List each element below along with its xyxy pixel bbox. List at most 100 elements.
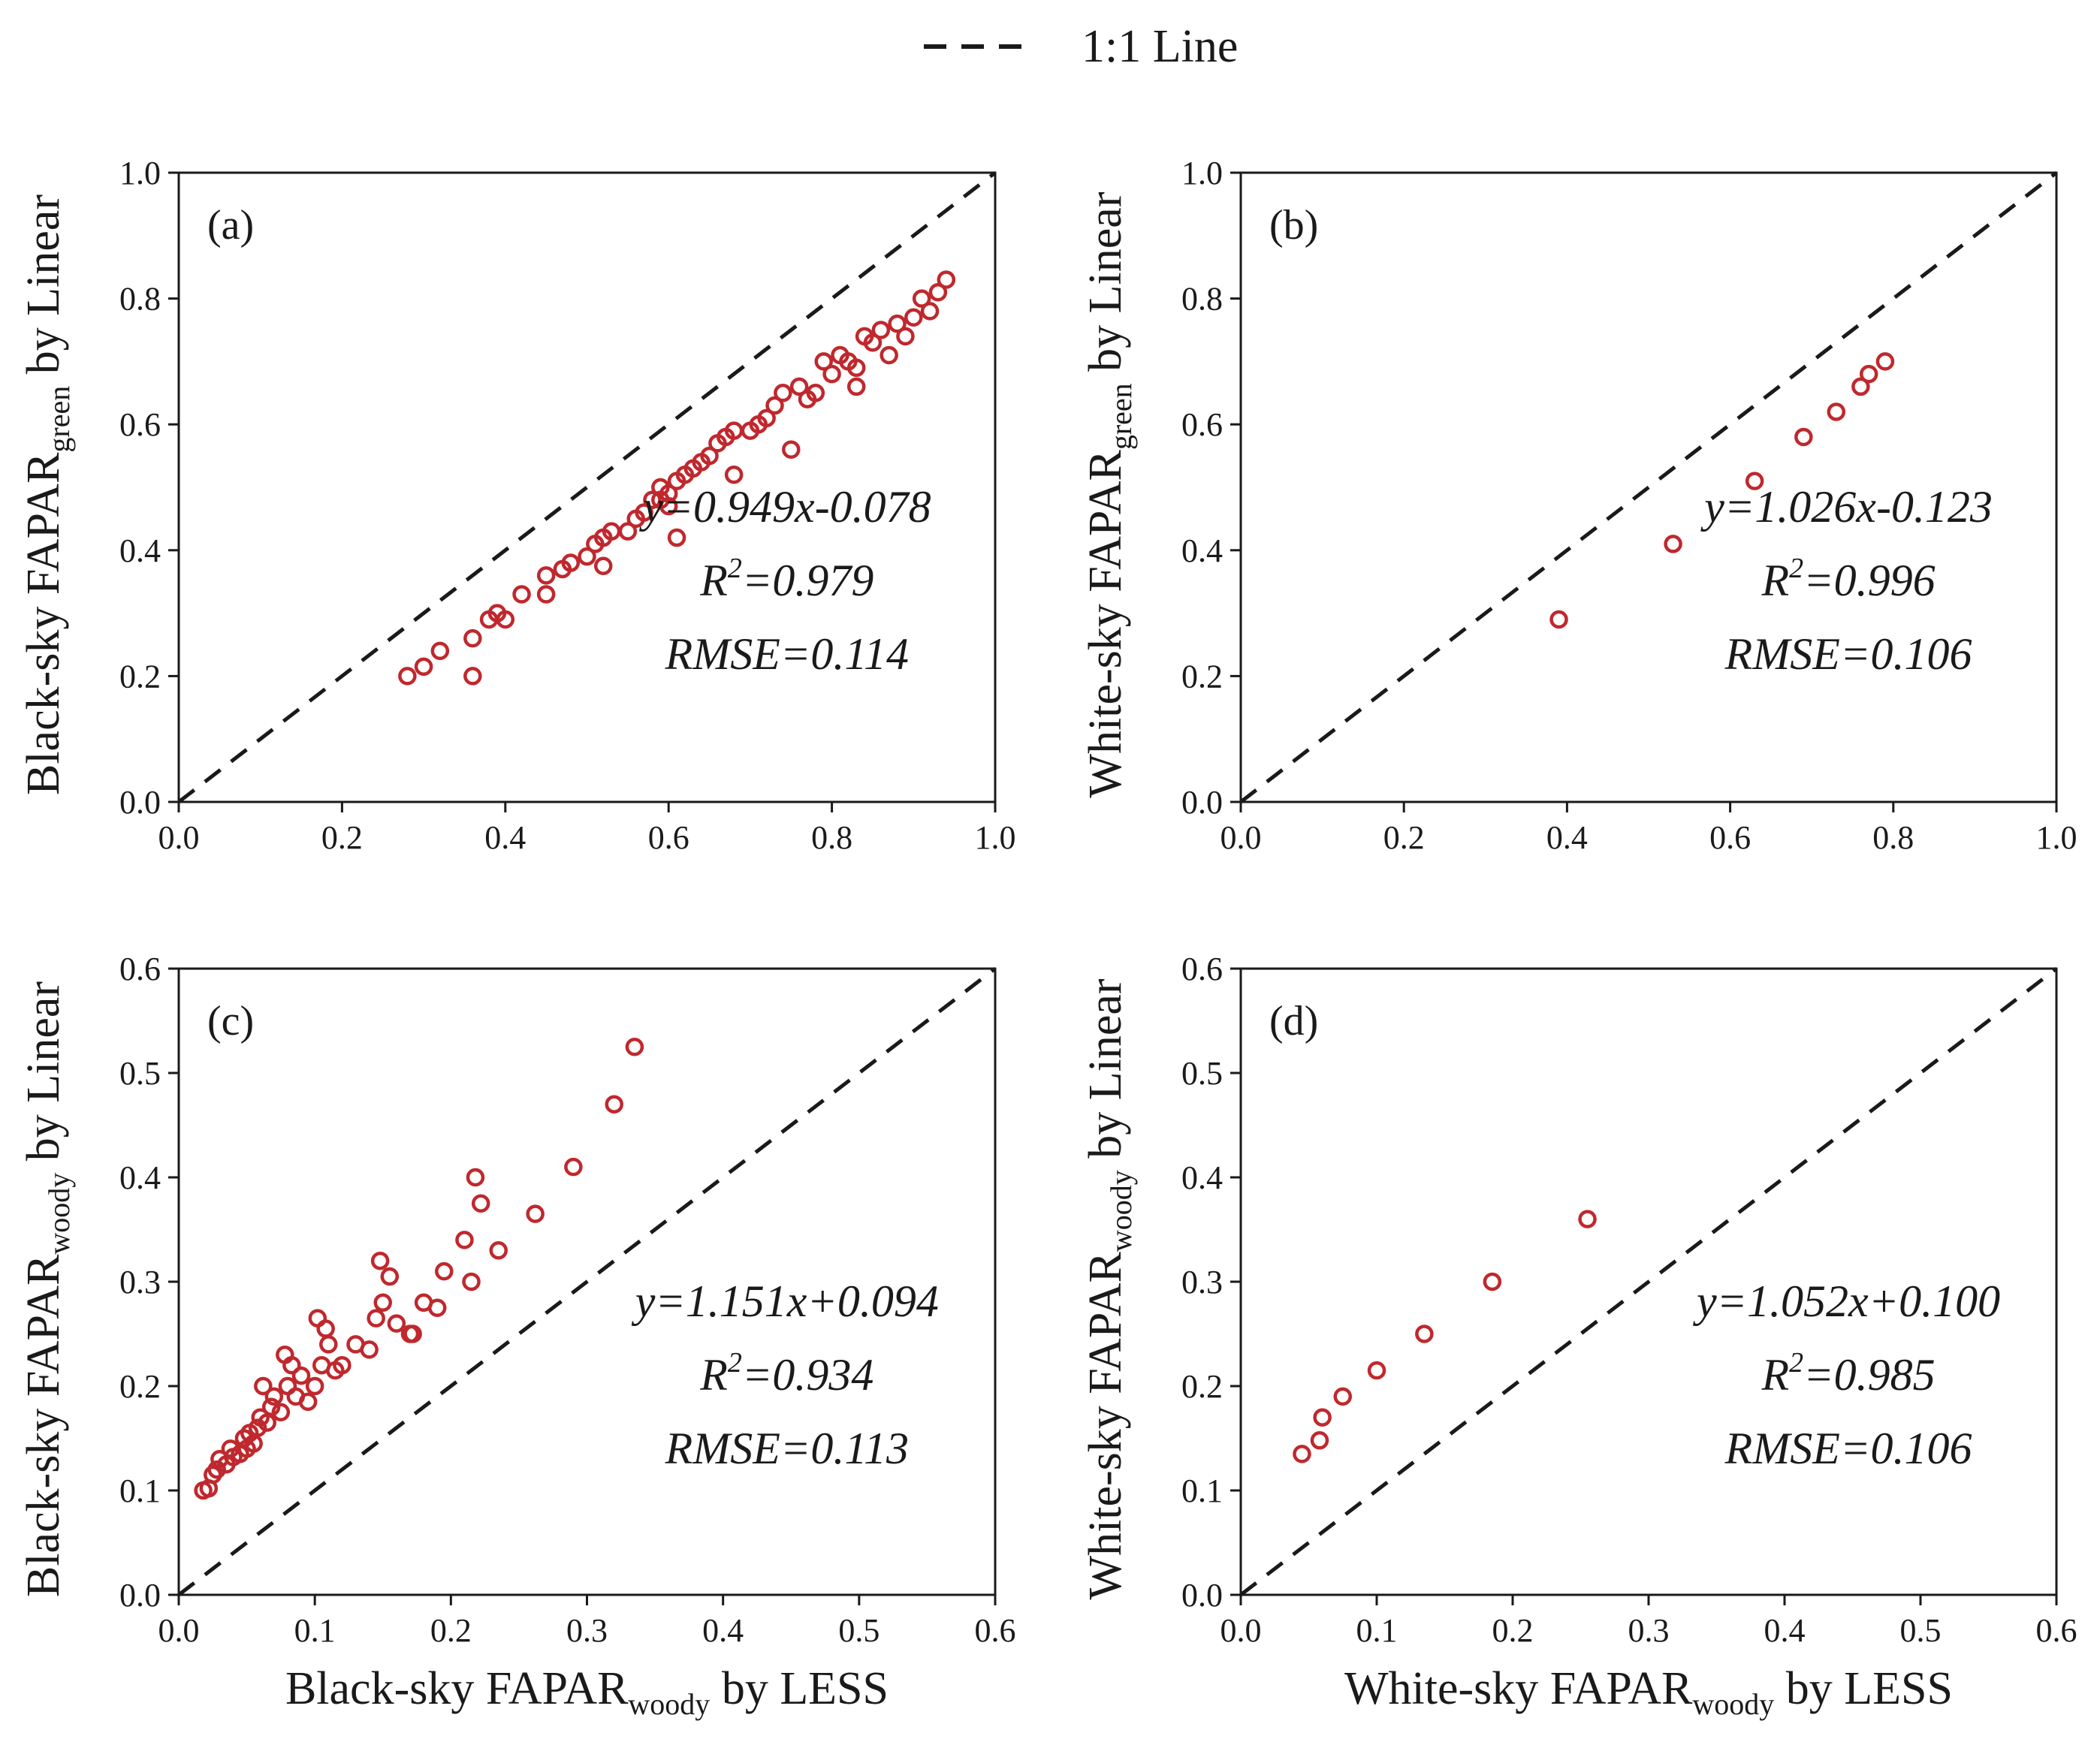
data-point bbox=[757, 408, 776, 428]
x-tick-label: 0.6 bbox=[648, 819, 689, 856]
data-point bbox=[928, 282, 948, 302]
data-point bbox=[373, 1293, 392, 1313]
data-point bbox=[471, 1194, 490, 1213]
y-tick-label: 0.6 bbox=[1181, 951, 1223, 987]
x-tick-label: 1.0 bbox=[975, 819, 1016, 856]
data-point bbox=[1313, 1408, 1332, 1427]
panel-tag: (a) bbox=[207, 202, 254, 249]
data-point bbox=[578, 547, 596, 566]
r-squared-label: R2=0.979 bbox=[699, 553, 873, 605]
regression-equation: y=0.949x-0.078 bbox=[638, 482, 931, 532]
data-point bbox=[248, 1418, 267, 1437]
data-point bbox=[937, 270, 956, 289]
data-point bbox=[659, 496, 678, 516]
panel-a: 0.0 0.2 0.4 0.6 0.8 1.0 0.0 0.2 0.4 0.6 0.8 1.0 Blac… bbox=[18, 155, 1016, 856]
data-point bbox=[1875, 352, 1895, 371]
x-tick-label: 0.1 bbox=[1356, 1612, 1398, 1649]
data-point bbox=[635, 503, 653, 522]
data-point bbox=[536, 566, 556, 585]
data-point bbox=[380, 1267, 400, 1286]
x-tick-label: 1.0 bbox=[2036, 819, 2077, 856]
y-tick-label: 0.4 bbox=[1181, 1159, 1223, 1196]
data-point bbox=[888, 314, 907, 333]
x-tick-label: 0.4 bbox=[1546, 819, 1588, 856]
r-squared-label: R2=0.985 bbox=[1761, 1347, 1935, 1400]
y-axis-label: Black-sky FAPARgreen by Linear bbox=[18, 194, 76, 795]
data-point bbox=[625, 1038, 644, 1056]
data-point bbox=[863, 333, 883, 352]
x-axis-label: White-sky FAPARwoody by LESS bbox=[1344, 1663, 1953, 1721]
data-point bbox=[912, 289, 931, 308]
y-tick-label: 0.2 bbox=[119, 658, 161, 695]
y-tick-label: 0.5 bbox=[119, 1055, 161, 1092]
data-point bbox=[264, 1387, 284, 1406]
y-tick-label: 0.3 bbox=[1181, 1264, 1223, 1300]
data-point bbox=[846, 358, 866, 378]
data-point bbox=[880, 345, 898, 365]
y-tick-label: 0.0 bbox=[1181, 1577, 1223, 1614]
data-point bbox=[466, 1168, 485, 1187]
data-point bbox=[398, 667, 417, 686]
y-tick-label: 0.0 bbox=[1181, 784, 1223, 821]
x-tick-label: 0.1 bbox=[294, 1612, 336, 1649]
y-tick-label: 0.6 bbox=[1181, 406, 1223, 443]
data-point bbox=[564, 1157, 583, 1177]
y-tick-label: 0.2 bbox=[1181, 658, 1223, 695]
data-point bbox=[1367, 1361, 1386, 1380]
x-tick-label: 0.8 bbox=[1872, 819, 1914, 856]
r-squared-label: R2=0.934 bbox=[699, 1347, 873, 1400]
y-tick-label: 0.1 bbox=[119, 1472, 161, 1509]
data-point bbox=[1745, 472, 1764, 490]
y-tick-label: 1.0 bbox=[1181, 155, 1223, 191]
data-point bbox=[319, 1335, 338, 1354]
data-point bbox=[618, 522, 638, 541]
x-tick-label: 0.2 bbox=[430, 1612, 472, 1649]
data-point bbox=[489, 1241, 508, 1260]
data-point bbox=[1794, 427, 1813, 447]
data-point bbox=[1664, 535, 1682, 553]
data-point bbox=[605, 1095, 623, 1114]
y-tick-label: 0.2 bbox=[1181, 1368, 1223, 1405]
data-point bbox=[367, 1309, 385, 1328]
data-point bbox=[782, 440, 801, 459]
plot-frame bbox=[1239, 171, 2058, 803]
regression-equation: y=1.151x+0.094 bbox=[631, 1276, 939, 1326]
data-point bbox=[526, 1204, 545, 1223]
y-tick-label: 0.4 bbox=[1181, 532, 1223, 569]
data-point bbox=[430, 641, 450, 661]
data-point bbox=[496, 610, 515, 629]
x-tick-label: 0.4 bbox=[702, 1612, 744, 1649]
x-tick-label: 0.6 bbox=[2036, 1612, 2077, 1649]
y-tick-label: 1.0 bbox=[119, 155, 161, 191]
panel-tag: (b) bbox=[1269, 202, 1318, 249]
data-point bbox=[1827, 402, 1846, 421]
data-point bbox=[463, 667, 482, 686]
x-tick-label: 0.0 bbox=[158, 1612, 200, 1649]
data-point bbox=[261, 1397, 281, 1417]
x-tick-label: 0.6 bbox=[975, 1612, 1016, 1649]
data-point bbox=[427, 1298, 447, 1317]
y-tick-label: 0.1 bbox=[1181, 1472, 1223, 1509]
data-point bbox=[1293, 1445, 1311, 1463]
rmse-label: RMSE=0.114 bbox=[665, 629, 909, 679]
x-axis-label: Black-sky FAPARwoody by LESS bbox=[285, 1663, 889, 1721]
data-point bbox=[643, 490, 662, 510]
data-point bbox=[765, 396, 784, 415]
data-point bbox=[1333, 1387, 1352, 1406]
x-tick-label: 0.2 bbox=[321, 819, 363, 856]
panel-d: 0.0 0.1 0.2 0.3 0.4 0.5 0.6 0.0 0.1 0.2 0.3 0.4 0.5 0… bbox=[1080, 951, 2077, 1721]
y-tick-label: 0.3 bbox=[119, 1264, 161, 1300]
y-tick-label: 0.2 bbox=[119, 1368, 161, 1405]
data-point bbox=[667, 528, 686, 547]
data-point bbox=[435, 1261, 454, 1281]
data-point bbox=[271, 1403, 291, 1421]
panel-tag: (c) bbox=[207, 998, 254, 1044]
data-point bbox=[305, 1376, 324, 1396]
data-point bbox=[789, 377, 809, 396]
data-point bbox=[316, 1319, 335, 1338]
data-point bbox=[1310, 1431, 1329, 1450]
data-point bbox=[403, 1325, 422, 1343]
chart-panels: 0.0 0.2 0.4 0.6 0.8 1.0 0.0 0.2 0.4 0.6 0.8 1.0 Blac… bbox=[18, 155, 2077, 1721]
data-point bbox=[1483, 1272, 1502, 1291]
